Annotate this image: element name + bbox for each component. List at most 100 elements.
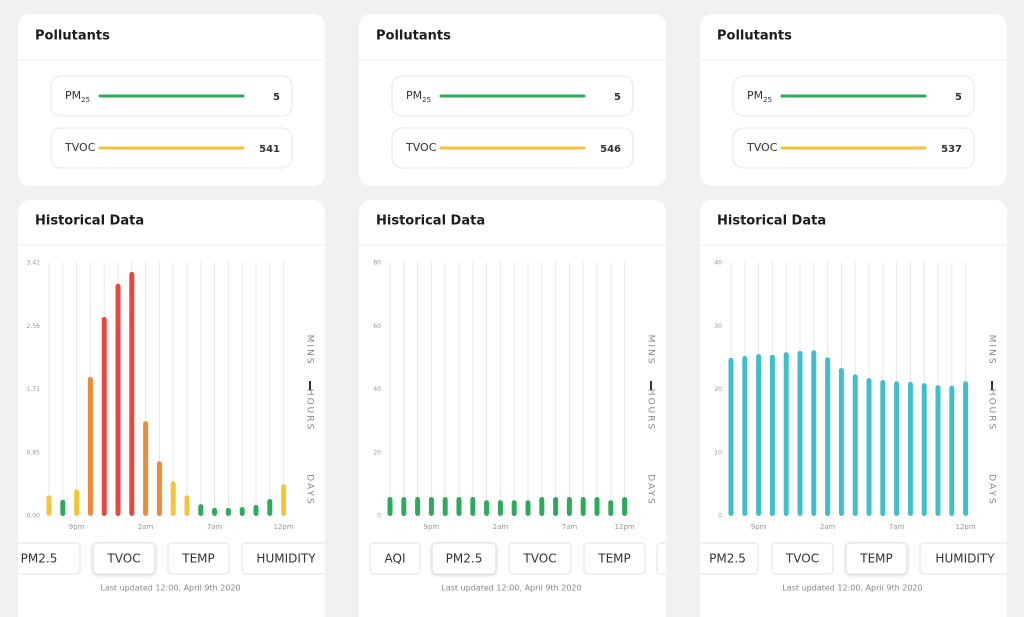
bar xyxy=(580,497,586,516)
bar xyxy=(101,317,107,516)
bar xyxy=(156,461,162,516)
bar xyxy=(170,481,176,516)
y-tick-label: 3.42 xyxy=(27,260,41,267)
bar xyxy=(949,385,955,516)
range-option[interactable]: MINS xyxy=(646,335,656,366)
pollutant-label: TVOC xyxy=(64,141,96,154)
bar xyxy=(428,497,434,516)
x-tick-label: 7am xyxy=(889,523,905,531)
x-tick-label: 9pm xyxy=(424,523,440,531)
bar xyxy=(115,283,121,516)
bar xyxy=(253,504,259,516)
y-tick-label: 40 xyxy=(714,260,722,267)
bar xyxy=(470,497,476,516)
y-tick-label: 0 xyxy=(377,513,381,520)
y-tick-label: 20 xyxy=(714,386,722,393)
tab[interactable] xyxy=(697,542,759,575)
tab[interactable] xyxy=(508,542,572,575)
bar xyxy=(456,497,462,516)
range-option[interactable]: MINS xyxy=(987,335,997,366)
pollutant-value: 5 xyxy=(273,92,280,103)
range-option[interactable]: DAYS xyxy=(305,474,315,505)
bar xyxy=(60,499,66,516)
bar xyxy=(921,383,927,516)
tab[interactable] xyxy=(771,542,834,575)
tab-bar: PM2.5 TVOC TEMP HUMIDITY xyxy=(697,542,1010,575)
pollutant-subscript: 25 xyxy=(763,96,772,104)
tab[interactable] xyxy=(241,542,330,575)
x-tick-label: 2am xyxy=(493,523,509,531)
bar xyxy=(129,271,135,516)
bar xyxy=(838,367,844,516)
pollutant-subscript: 25 xyxy=(422,96,431,104)
bar xyxy=(622,497,628,516)
tab-selected[interactable] xyxy=(92,542,156,575)
x-tick-label: 12pm xyxy=(274,523,294,531)
tab-label[interactable]: TVOC xyxy=(106,552,140,566)
pollutant-value: 546 xyxy=(600,144,621,155)
bar xyxy=(281,484,287,516)
y-tick-label: 20 xyxy=(373,449,381,456)
bar xyxy=(553,497,559,516)
tab-label[interactable]: PM2.5 xyxy=(709,552,746,566)
bar xyxy=(442,497,448,516)
x-tick-label: 7am xyxy=(562,523,578,531)
bar xyxy=(74,489,80,516)
tab-label[interactable]: HUMIDITY xyxy=(256,552,316,566)
tab-label[interactable]: TEMP xyxy=(597,552,631,566)
tab-label[interactable]: TEMP xyxy=(859,552,893,566)
x-tick-label: 2am xyxy=(138,523,154,531)
tab-label[interactable]: AQI xyxy=(385,552,406,566)
card xyxy=(18,200,325,617)
tab-bar: PM2.5 TVOC TEMP HUMIDITY xyxy=(0,542,330,575)
bar xyxy=(811,350,817,516)
tab-label[interactable]: PM2.5 xyxy=(446,552,483,566)
bar xyxy=(797,350,803,516)
tab[interactable] xyxy=(583,542,646,575)
tab[interactable] xyxy=(656,542,717,575)
last-updated: Last updated 12:00, April 9th 2020 xyxy=(782,584,922,593)
y-tick-label: 40 xyxy=(373,386,381,393)
x-tick-label: 7am xyxy=(207,523,223,531)
range-option[interactable]: MINS xyxy=(305,335,315,366)
bar xyxy=(225,507,231,516)
bar xyxy=(963,381,969,516)
bar xyxy=(401,497,407,516)
tab[interactable] xyxy=(369,542,421,575)
bar xyxy=(415,497,421,516)
x-tick-label: 12pm xyxy=(615,523,635,531)
y-tick-label: 10 xyxy=(714,449,722,456)
range-option[interactable]: HOURS xyxy=(987,389,997,431)
x-tick-label: 9pm xyxy=(751,523,767,531)
last-updated: Last updated 12:00, April 9th 2020 xyxy=(100,584,240,593)
tab-label[interactable]: PM2.5 xyxy=(21,552,58,566)
tab-label[interactable]: TVOC xyxy=(785,552,819,566)
bar xyxy=(198,504,204,516)
range-option[interactable]: HOURS xyxy=(305,389,315,431)
range-option[interactable]: HOURS xyxy=(646,389,656,431)
bar xyxy=(525,500,531,516)
tab-selected[interactable] xyxy=(431,542,497,575)
card-title: Pollutants xyxy=(376,29,451,44)
bar xyxy=(769,354,775,516)
bar xyxy=(267,498,273,516)
tab-label[interactable]: HUMIDITY xyxy=(935,552,995,566)
bar xyxy=(387,497,393,516)
tab-selected[interactable] xyxy=(845,542,908,575)
tab-label[interactable]: TVOC xyxy=(522,552,556,566)
tab[interactable] xyxy=(167,542,230,575)
range-option[interactable]: DAYS xyxy=(646,474,656,505)
tab-label[interactable]: TEMP xyxy=(181,552,215,566)
range-option[interactable]: DAYS xyxy=(987,474,997,505)
tab[interactable] xyxy=(0,542,81,575)
bar xyxy=(907,381,913,516)
pollutant-value: 541 xyxy=(259,144,280,155)
y-tick-label: 0 xyxy=(718,513,722,520)
card xyxy=(359,200,666,617)
bar xyxy=(894,381,900,516)
bar xyxy=(594,497,600,516)
bar xyxy=(866,378,872,516)
tab[interactable] xyxy=(919,542,1010,575)
